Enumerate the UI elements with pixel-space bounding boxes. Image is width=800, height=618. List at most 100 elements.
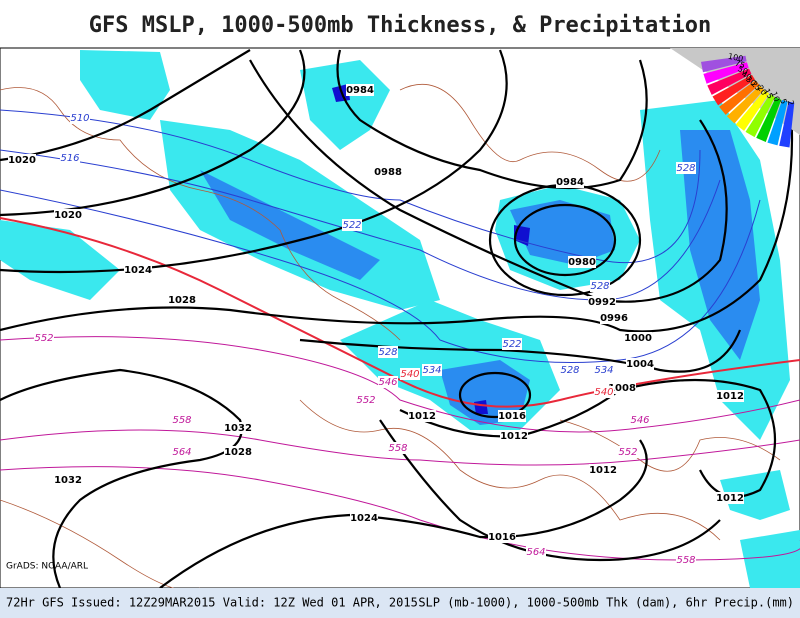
label-background xyxy=(8,154,36,166)
isobar-label: 0996 xyxy=(600,313,628,324)
thickness-line xyxy=(0,149,721,301)
label-background xyxy=(626,358,654,370)
thickness-label: 558 xyxy=(676,555,695,566)
isobar xyxy=(458,371,532,419)
precip-area xyxy=(474,400,488,414)
isobar-label: 1012 xyxy=(716,391,744,402)
coastline xyxy=(399,83,661,182)
precip-area xyxy=(300,60,390,150)
label-background xyxy=(594,386,614,398)
legend-label: 5 xyxy=(778,98,788,105)
coastline xyxy=(559,419,781,472)
isobar-label: 1032 xyxy=(54,475,82,486)
label-background xyxy=(422,364,442,376)
isobar-label: 1020 xyxy=(54,210,82,221)
label-background xyxy=(172,446,192,458)
precip-area xyxy=(440,360,530,425)
thickness-label: 558 xyxy=(172,415,191,426)
isobar xyxy=(0,99,794,333)
thickness-label: 552 xyxy=(356,395,375,406)
map: 0984 1020 0988 0984 1020 0980 1024 1028 0992 0996… xyxy=(0,47,800,592)
thickness-label: 564 xyxy=(526,547,545,558)
label-background xyxy=(388,442,408,454)
thickness-label: 552 xyxy=(618,447,637,458)
precip-area xyxy=(680,130,760,360)
title: GFS MSLP, 1000-500mb Thickness, & Precip… xyxy=(89,13,712,38)
label-background xyxy=(400,368,420,380)
isobar xyxy=(379,419,721,562)
label-background xyxy=(716,390,744,402)
thickness-label: 564 xyxy=(172,447,191,458)
label-background xyxy=(488,531,516,543)
precip-area xyxy=(80,50,170,120)
label-background xyxy=(588,296,616,308)
isobar-label: 1012 xyxy=(408,411,436,422)
label-background xyxy=(594,364,614,376)
precip-area xyxy=(0,220,120,300)
thickness-label: 546 xyxy=(630,415,649,426)
footer-bar xyxy=(0,588,800,618)
label-background xyxy=(502,338,522,350)
thickness-label: 534 xyxy=(422,365,441,376)
label-background xyxy=(172,414,192,426)
label-background xyxy=(224,446,252,458)
isobar xyxy=(399,378,776,498)
legend-label: 15 xyxy=(762,87,775,100)
label-background xyxy=(676,554,696,566)
legend-swatch xyxy=(735,90,770,131)
isobar-label: 1008 xyxy=(608,383,636,394)
isobar-label: 1016 xyxy=(498,411,526,422)
thickness-label: 516 xyxy=(60,153,79,164)
label-background xyxy=(124,264,152,276)
label-background xyxy=(608,382,636,394)
label-background xyxy=(568,256,596,268)
isobar-label: 1028 xyxy=(168,295,196,306)
thickness-label: 528 xyxy=(676,163,695,174)
legend-swatch xyxy=(719,80,760,115)
label-background xyxy=(378,346,398,358)
isobar-label: 1024 xyxy=(124,265,152,276)
isobar xyxy=(0,49,306,217)
credit: GrADS: NOAA/ARL xyxy=(6,562,88,572)
legend-swatch xyxy=(745,94,775,138)
label-background xyxy=(526,546,546,558)
legend-swatch xyxy=(707,68,752,95)
isobar-label: 1032 xyxy=(224,423,252,434)
isobar-label: 1020 xyxy=(8,155,36,166)
footer-issued: 72Hr GFS Issued: 12Z29MAR2015 Valid: 12Z… xyxy=(6,596,418,610)
label-background xyxy=(224,422,252,434)
thickness-label: 528 xyxy=(378,347,397,358)
thickness-label: 528 xyxy=(560,365,579,376)
label-background xyxy=(556,176,584,188)
label-background xyxy=(618,446,638,458)
isobar xyxy=(336,49,648,190)
label-background xyxy=(54,209,82,221)
isobar-label: 1004 xyxy=(626,359,654,370)
label-background xyxy=(676,162,696,174)
isobar-label: 1016 xyxy=(488,532,516,543)
thickness-label: 546 xyxy=(378,377,397,388)
label-background xyxy=(630,414,650,426)
thickness-label: 510 xyxy=(70,113,89,124)
legend-swatch xyxy=(756,97,782,142)
label-background xyxy=(34,332,54,344)
label-background xyxy=(500,430,528,442)
label-background xyxy=(624,332,652,344)
isobar-label: 1012 xyxy=(716,493,744,504)
isobar xyxy=(249,59,728,303)
isobar xyxy=(159,439,648,589)
footer-units: SLP (mb-1000), 1000-500mb Thk (dam), 6hr… xyxy=(418,596,794,610)
thickness-line xyxy=(0,336,800,433)
thickness-label: 522 xyxy=(502,339,521,350)
thickness-line xyxy=(0,109,701,264)
label-background xyxy=(356,394,376,406)
isobar-label: 0992 xyxy=(588,297,616,308)
label-background xyxy=(498,410,526,422)
isobar-label: 1028 xyxy=(224,447,252,458)
label-background xyxy=(716,492,744,504)
precip-area xyxy=(720,470,790,520)
label-background xyxy=(168,294,196,306)
legend-label: 100 xyxy=(727,52,744,64)
label-background xyxy=(70,112,90,124)
